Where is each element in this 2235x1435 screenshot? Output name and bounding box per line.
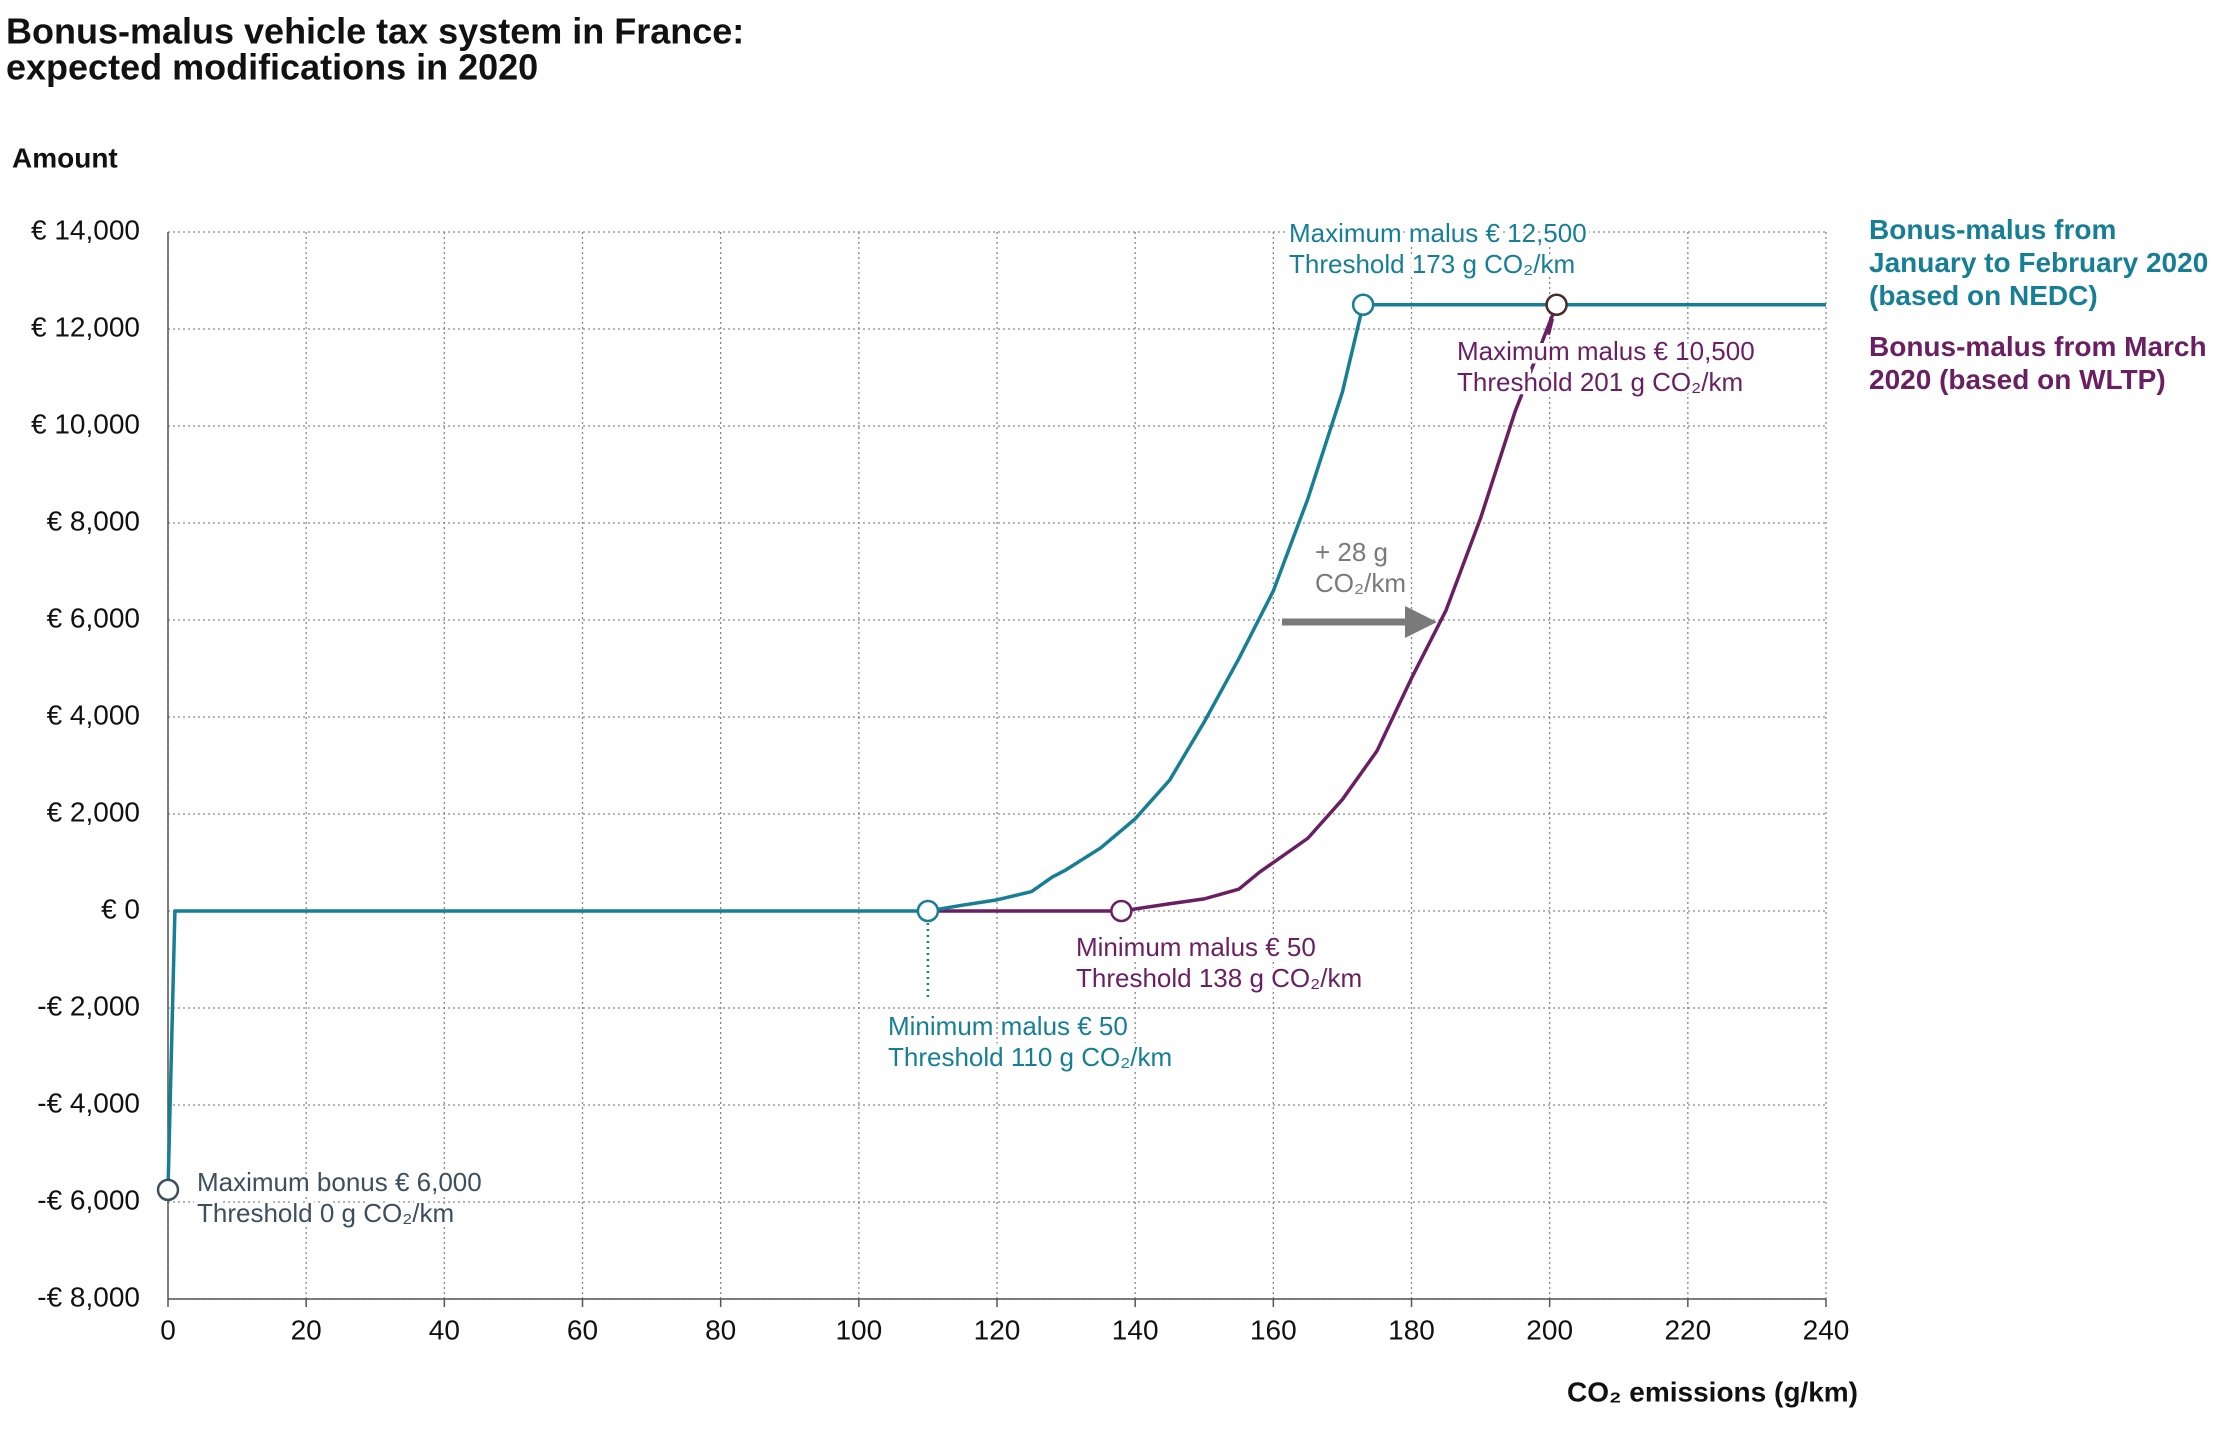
data-line xyxy=(927,304,1559,913)
x-tick-label: 140 xyxy=(1112,1314,1159,1345)
annotation: Maximum malus € 10,500 xyxy=(1457,336,1755,366)
y-axis-label: Amount xyxy=(12,142,118,173)
y-tick-label: € 8,000 xyxy=(47,505,140,536)
x-tick-label: 100 xyxy=(835,1314,882,1345)
y-tick-label: € 6,000 xyxy=(47,602,140,633)
annotation: Threshold 110 g CO₂/km xyxy=(888,1042,1172,1072)
y-tick-label: € 4,000 xyxy=(47,699,140,730)
marker xyxy=(1110,899,1133,923)
y-tick-label: € 10,000 xyxy=(31,408,140,439)
marker xyxy=(916,899,940,923)
x-tick-label: 180 xyxy=(1388,1314,1435,1345)
x-axis-label: CO₂ emissions (g/km) xyxy=(1567,1376,1858,1407)
y-tick-label: € 2,000 xyxy=(47,796,140,827)
annotation: CO₂/km xyxy=(1315,568,1406,598)
x-tick-label: 80 xyxy=(705,1314,736,1345)
legend-entry: Bonus-malus from March 2020 (based on WL… xyxy=(1869,331,2207,395)
annotation: + 28 g xyxy=(1315,537,1388,567)
annotation: Maximum malus € 12,500 xyxy=(1289,218,1587,248)
shift-arrow-head xyxy=(1405,606,1437,638)
y-tick-label: -€ 2,000 xyxy=(37,990,140,1021)
y-tick-label: -€ 8,000 xyxy=(37,1281,140,1312)
data-line xyxy=(166,303,1826,1190)
y-tick-label: € 12,000 xyxy=(31,311,140,342)
x-tick-label: 220 xyxy=(1664,1314,1711,1345)
x-tick-label: 200 xyxy=(1526,1314,1573,1345)
y-tick-label: € 0 xyxy=(101,893,140,924)
y-tick-label: € 14,000 xyxy=(31,214,140,245)
annotation: Minimum malus € 50 xyxy=(888,1011,1128,1041)
x-tick-label: 60 xyxy=(567,1314,598,1345)
x-tick-label: 120 xyxy=(974,1314,1021,1345)
chart-title: expected modifications in 2020 xyxy=(6,47,538,88)
y-tick-label: -€ 4,000 xyxy=(37,1087,140,1118)
x-tick-label: 160 xyxy=(1250,1314,1297,1345)
x-tick-label: 40 xyxy=(429,1314,460,1345)
annotation: Threshold 201 g CO₂/km xyxy=(1457,367,1743,397)
x-tick-label: 0 xyxy=(160,1314,176,1345)
annotation: Threshold 0 g CO₂/km xyxy=(197,1198,454,1228)
x-tick-label: 20 xyxy=(291,1314,322,1345)
annotation: Threshold 138 g CO₂/km xyxy=(1076,963,1362,993)
annotation: Maximum bonus € 6,000 xyxy=(197,1167,482,1197)
chart-title: Bonus-malus vehicle tax system in France… xyxy=(6,11,744,52)
marker xyxy=(1351,293,1375,316)
legend-entry: Bonus-malus from January to February 202… xyxy=(1869,214,2209,311)
x-tick-label: 240 xyxy=(1803,1314,1850,1345)
annotation: Minimum malus € 50 xyxy=(1076,932,1316,962)
marker xyxy=(1545,293,1568,316)
marker xyxy=(156,1178,180,1202)
y-tick-label: -€ 6,000 xyxy=(37,1184,140,1215)
annotation: Threshold 173 g CO₂/km xyxy=(1289,249,1575,279)
